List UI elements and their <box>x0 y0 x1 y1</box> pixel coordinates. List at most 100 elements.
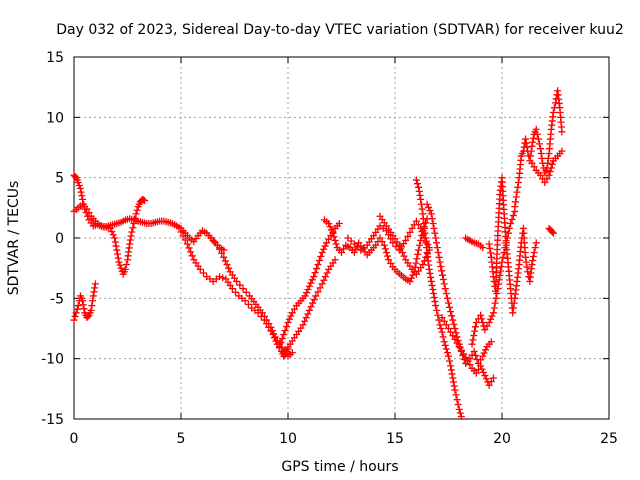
data-point <box>242 288 250 296</box>
data-point <box>468 340 476 348</box>
data-point <box>446 303 454 311</box>
data-point <box>509 309 517 317</box>
data-point <box>299 321 307 329</box>
data-point <box>524 268 532 276</box>
data-point <box>452 391 460 399</box>
data-point <box>108 228 116 236</box>
data-point <box>469 336 477 344</box>
data-point <box>513 188 521 196</box>
data-point <box>287 312 295 320</box>
x-axis-label: GPS time / hours <box>281 459 398 475</box>
data-point <box>481 372 489 380</box>
data-point <box>471 323 479 331</box>
data-point <box>344 234 352 242</box>
data-point <box>318 280 326 288</box>
data-point <box>417 236 425 244</box>
data-point <box>278 335 286 343</box>
data-point <box>445 325 452 332</box>
x-tick-label: 20 <box>493 431 511 447</box>
data-point <box>497 263 505 271</box>
data-point <box>428 215 436 223</box>
data-point <box>535 140 543 148</box>
data-point <box>219 274 227 282</box>
data-point <box>532 239 540 247</box>
data-point <box>433 306 441 314</box>
data-point <box>448 370 456 378</box>
data-point <box>512 193 520 201</box>
data-point <box>307 279 315 287</box>
data-point <box>537 171 545 179</box>
data-point <box>260 312 268 320</box>
data-point <box>441 285 449 293</box>
data-point <box>181 236 189 244</box>
data-point <box>451 335 459 343</box>
data-point <box>412 259 420 267</box>
data-point <box>288 349 296 357</box>
data-point <box>439 333 447 341</box>
data-point <box>426 207 434 215</box>
data-point <box>487 378 495 386</box>
data-point <box>459 350 467 358</box>
data-point <box>268 327 276 335</box>
data-point <box>338 248 345 256</box>
data-point <box>325 220 333 228</box>
data-point <box>438 267 446 275</box>
data-point <box>398 248 406 256</box>
data-point <box>305 282 313 290</box>
data-point <box>281 327 289 335</box>
data-point <box>270 330 278 338</box>
data-point <box>236 281 244 289</box>
data-point <box>285 315 293 323</box>
data-point <box>429 285 437 293</box>
data-point <box>528 159 536 167</box>
y-tick-label: -15 <box>41 412 64 428</box>
data-point <box>314 288 322 296</box>
data-point <box>437 325 445 332</box>
data-point <box>549 109 557 117</box>
data-point <box>449 374 457 382</box>
data-point <box>126 236 134 244</box>
data-point <box>220 253 228 261</box>
data-point <box>531 244 539 252</box>
data-point <box>290 305 298 313</box>
data-point <box>487 315 495 323</box>
data-point <box>427 273 435 281</box>
data-point <box>451 386 459 394</box>
data-point <box>112 242 120 250</box>
data-point <box>450 382 458 390</box>
data-point <box>331 256 339 264</box>
data-point <box>509 211 517 219</box>
y-tick-label: 0 <box>55 231 64 247</box>
data-point <box>116 261 124 269</box>
data-point <box>331 236 339 244</box>
data-point <box>325 235 333 243</box>
data-point <box>440 317 448 325</box>
data-point <box>522 258 530 266</box>
data-point <box>426 269 434 277</box>
data-point <box>429 220 437 228</box>
data-point <box>301 317 309 325</box>
data-point <box>303 289 311 297</box>
y-axis-label: SDTVAR / TECUs <box>6 181 22 296</box>
data-point <box>447 362 455 370</box>
data-point <box>533 130 541 138</box>
data-point <box>442 290 450 298</box>
data-point <box>491 299 499 307</box>
data-point <box>479 244 487 252</box>
data-point <box>507 220 515 228</box>
data-point <box>314 261 322 269</box>
data-point <box>78 192 86 200</box>
data-point <box>430 294 438 302</box>
data-point <box>529 134 537 142</box>
data-point <box>304 285 312 293</box>
data-point <box>485 318 493 326</box>
data-point <box>232 288 240 296</box>
data-point <box>466 361 474 369</box>
data-point <box>427 277 435 285</box>
data-point <box>415 221 423 229</box>
data-point <box>122 261 130 269</box>
data-point <box>263 316 271 324</box>
data-point <box>273 337 281 345</box>
data-point <box>413 255 421 263</box>
data-point <box>406 277 414 285</box>
